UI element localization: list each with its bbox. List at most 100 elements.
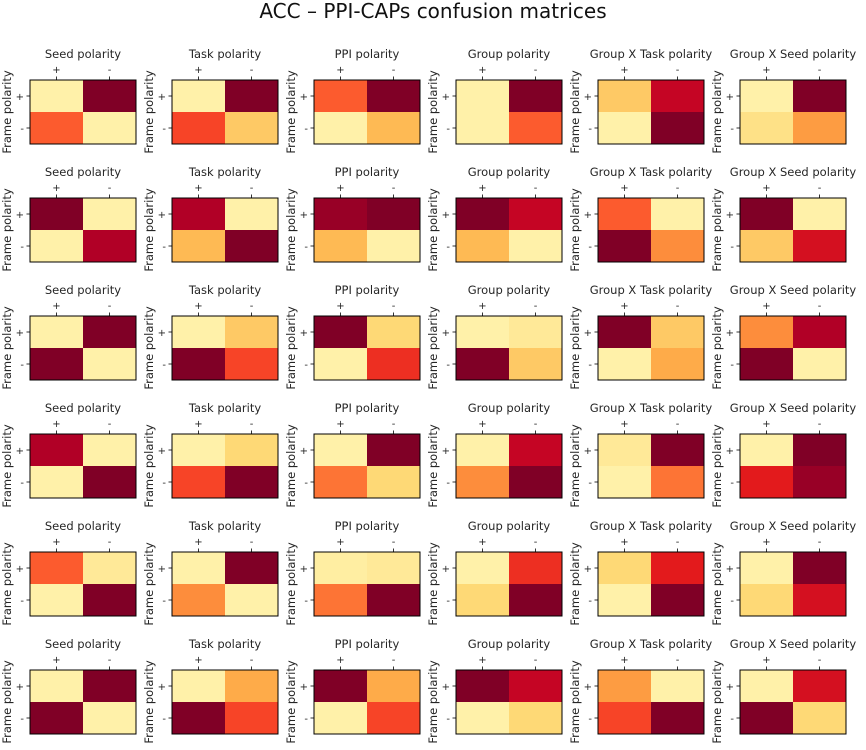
heatmap-cell: [793, 348, 846, 380]
y-axis-label: Frame polarity: [710, 306, 724, 389]
x-tick-label: +: [194, 65, 202, 76]
subplot-frame: [313, 79, 421, 145]
x-tick-label: -: [108, 655, 112, 666]
subplot-title: Task polarity: [188, 401, 261, 415]
y-tick-label: -: [730, 360, 734, 371]
y-tick-label: +: [300, 328, 308, 339]
subplot-title: Group X Task polarity: [590, 637, 713, 651]
heatmap-cell: [314, 112, 367, 144]
x-tick-label: +: [762, 419, 770, 430]
heatmap-cell: [509, 670, 562, 702]
y-tick-label: -: [730, 714, 734, 725]
subplot-frame: [29, 315, 137, 381]
subplot: + - + - Seed polarity Frame polarity: [0, 401, 137, 508]
heatmap-cell: [83, 112, 136, 144]
x-tick-label: +: [762, 655, 770, 666]
heatmap-cell: [83, 316, 136, 348]
subplot: + - + - Task polarity Frame polarity: [142, 283, 279, 390]
y-tick-label: +: [584, 92, 592, 103]
y-axis-label: Frame polarity: [0, 70, 14, 153]
subplot: + - + - PPI polarity Frame polarity: [284, 283, 421, 390]
heatmap-cell: [314, 702, 367, 734]
x-tick-label: -: [534, 65, 538, 76]
heatmap-cell: [651, 230, 704, 262]
heatmap-cell: [30, 434, 83, 466]
heatmap-cell: [367, 552, 420, 584]
subplot: + - + - Task polarity Frame polarity: [142, 401, 279, 508]
y-tick-label: +: [158, 564, 166, 575]
heatmap-cell: [367, 702, 420, 734]
heatmap-cell: [172, 230, 225, 262]
heatmap-cell: [367, 466, 420, 498]
x-tick-label: -: [676, 537, 680, 548]
subplot-frame: [455, 79, 563, 145]
x-tick-label: -: [250, 537, 254, 548]
heatmap-cell: [225, 348, 278, 380]
subplot-title: Group X Seed polarity: [730, 401, 857, 415]
y-tick-label: -: [446, 714, 450, 725]
y-tick-label: +: [158, 446, 166, 457]
y-tick-label: -: [446, 478, 450, 489]
subplot-frame: [597, 669, 705, 735]
heatmap-cell: [598, 348, 651, 380]
y-tick-label: -: [20, 242, 24, 253]
heatmap-cell: [367, 348, 420, 380]
heatmap-cell: [172, 670, 225, 702]
y-tick-label: +: [158, 328, 166, 339]
y-tick-label: +: [442, 92, 450, 103]
heatmap-cell: [30, 670, 83, 702]
y-tick-label: -: [162, 124, 166, 135]
subplot: + - + - Group X Seed polarity Frame polarity: [710, 47, 856, 154]
heatmap-cell: [225, 198, 278, 230]
heatmap-cell: [740, 670, 793, 702]
x-tick-label: -: [392, 65, 396, 76]
x-tick-label: -: [392, 655, 396, 666]
y-axis-label: Frame polarity: [284, 70, 298, 153]
subplot-frame: [597, 79, 705, 145]
y-tick-label: +: [300, 682, 308, 693]
heatmap-cell: [314, 316, 367, 348]
subplot: + - + - Group X Task polarity Frame polarity: [568, 401, 712, 508]
heatmap-cell: [456, 348, 509, 380]
x-tick-label: -: [108, 301, 112, 312]
subplot-frame: [171, 433, 279, 499]
heatmap-cell: [367, 112, 420, 144]
subplot: + - + - Group polarity Frame polarity: [426, 637, 563, 744]
heatmap-cell: [225, 112, 278, 144]
y-axis-label: Frame polarity: [142, 542, 156, 625]
y-tick-label: +: [584, 446, 592, 457]
y-tick-label: +: [442, 210, 450, 221]
heatmap-cell: [30, 316, 83, 348]
x-tick-label: -: [534, 537, 538, 548]
heatmap-cell: [314, 230, 367, 262]
x-tick-label: +: [52, 537, 60, 548]
x-tick-label: -: [676, 183, 680, 194]
heatmap-cell: [793, 466, 846, 498]
y-tick-label: -: [446, 596, 450, 607]
y-axis-label: Frame polarity: [284, 542, 298, 625]
x-tick-label: -: [392, 183, 396, 194]
y-tick-label: +: [16, 210, 24, 221]
subplot-title: PPI polarity: [335, 165, 400, 179]
heatmap-cell: [793, 112, 846, 144]
y-tick-label: +: [726, 564, 734, 575]
y-tick-label: -: [162, 596, 166, 607]
subplot: + - + - Seed polarity Frame polarity: [0, 47, 137, 154]
y-tick-label: +: [158, 210, 166, 221]
subplot-frame: [313, 197, 421, 263]
subplot-title: Group X Seed polarity: [730, 47, 857, 61]
heatmap-cell: [83, 230, 136, 262]
y-tick-label: -: [446, 124, 450, 135]
subplot-frame: [739, 197, 847, 263]
heatmap-cell: [740, 466, 793, 498]
x-tick-label: +: [52, 419, 60, 430]
subplot-frame: [597, 315, 705, 381]
subplot-frame: [29, 669, 137, 735]
x-tick-label: +: [762, 183, 770, 194]
y-axis-label: Frame polarity: [0, 542, 14, 625]
heatmap-cell: [83, 198, 136, 230]
heatmap-cell: [172, 702, 225, 734]
x-tick-label: -: [818, 419, 822, 430]
y-tick-label: -: [162, 714, 166, 725]
subplot-title: Task polarity: [188, 283, 261, 297]
